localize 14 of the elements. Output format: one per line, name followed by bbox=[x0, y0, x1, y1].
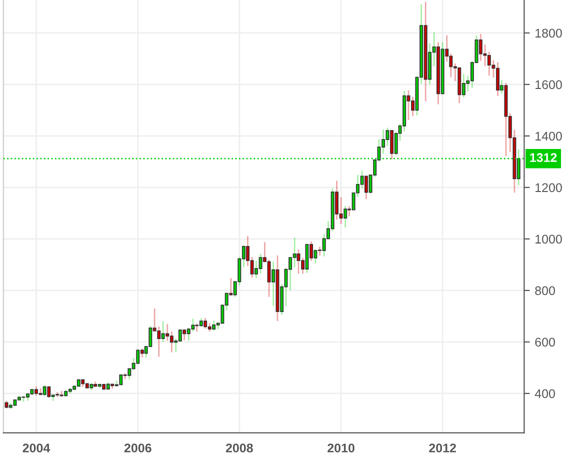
y-tick-label: 1400 bbox=[536, 132, 562, 141]
x-tick-label: 2006 bbox=[124, 444, 152, 452]
x-tick-label: 2010 bbox=[328, 444, 354, 452]
x-tick-label: 2004 bbox=[22, 444, 50, 452]
x-tick-label: 2012 bbox=[429, 444, 456, 452]
y-tick-label: 1200 bbox=[536, 183, 562, 192]
y-tick-label: 1600 bbox=[536, 80, 562, 90]
y-tick-label: 800 bbox=[535, 286, 555, 296]
y-tick-label: 1800 bbox=[536, 28, 562, 38]
x-tick-label: 2008 bbox=[226, 444, 253, 452]
ref-line-label: 1312 bbox=[530, 153, 557, 162]
y-tick-label: 600 bbox=[535, 338, 555, 347]
y-tick-label: 1000 bbox=[536, 234, 562, 244]
y-tick-label: 400 bbox=[534, 389, 555, 398]
